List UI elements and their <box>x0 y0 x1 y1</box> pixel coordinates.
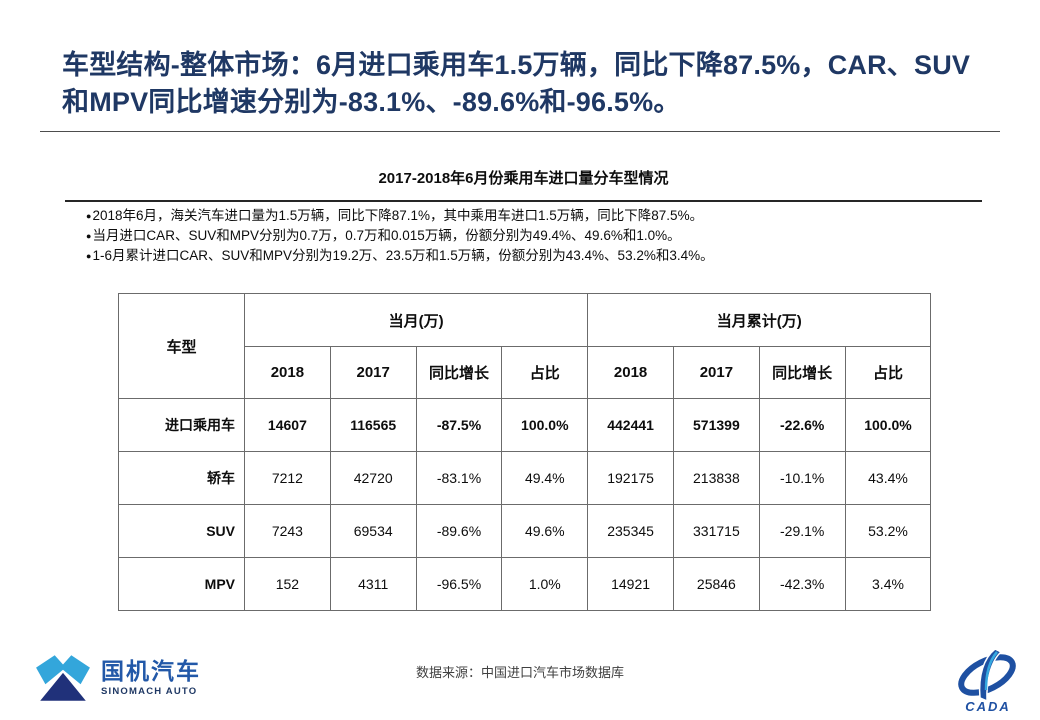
sinomach-logo-text: 国机汽车 SINOMACH AUTO <box>101 658 201 698</box>
column-header-2018: 2018 <box>587 346 674 399</box>
table-cell: 4311 <box>329 557 417 611</box>
bullet-text: 1-6月累计进口CAR、SUV和MPV分别为19.2万、23.5万和1.5万辆，… <box>92 248 714 263</box>
bullet-item: ●2018年6月，海关汽车进口量为1.5万辆，同比下降87.1%，其中乘用车进口… <box>86 206 966 226</box>
slide-title: 车型结构-整体市场：6月进口乘用车1.5万辆，同比下降87.5%，CAR、SUV… <box>62 47 1002 121</box>
table-cell: 42720 <box>329 451 417 505</box>
table-cell: 7243 <box>244 504 331 558</box>
table-cell: 100.0% <box>844 398 932 452</box>
bullet-icon: ● <box>86 251 92 261</box>
bullet-text: 2018年6月，海关汽车进口量为1.5万辆，同比下降87.1%，其中乘用车进口1… <box>92 208 704 223</box>
column-header-yoy: 同比增长 <box>415 346 503 399</box>
row-label: SUV <box>118 504 245 558</box>
row-label: 轿车 <box>118 451 245 505</box>
table-row-car: 轿车 7212 42720 -83.1% 49.4% 192175 213838… <box>118 451 932 505</box>
column-header-share: 占比 <box>844 346 932 399</box>
table-caption: 2017-2018年6月份乘用车进口量分车型情况 <box>378 170 669 187</box>
table-cell: 3.4% <box>844 557 932 611</box>
table-cell: 53.2% <box>844 504 932 558</box>
table-cell: 25846 <box>672 557 760 611</box>
import-volume-table: 车型 当月(万) 当月累计(万) 2018 2017 同比增长 占比 2018 … <box>118 293 932 611</box>
column-group-current-month: 当月(万) <box>243 293 589 347</box>
table-cell: 49.6% <box>501 504 589 558</box>
data-source-note: 数据来源：中国进口汽车市场数据库 <box>415 665 624 680</box>
table-cell: 213838 <box>672 451 760 505</box>
table-cell: 49.4% <box>501 451 589 505</box>
table-cell: 331715 <box>672 504 760 558</box>
table-cell: 14921 <box>587 557 674 611</box>
column-header-share: 占比 <box>501 346 589 399</box>
column-header-2017: 2017 <box>672 346 760 399</box>
table-cell: -42.3% <box>758 557 846 611</box>
table-cell: -22.6% <box>758 398 846 452</box>
table-cell: 1.0% <box>501 557 589 611</box>
table-cell: -87.5% <box>415 398 503 452</box>
cada-logo: CADA <box>948 648 1028 714</box>
bullet-item: ●1-6月累计进口CAR、SUV和MPV分别为19.2万、23.5万和1.5万辆… <box>86 246 966 266</box>
row-label: MPV <box>118 557 245 611</box>
table-cell: 235345 <box>587 504 674 558</box>
row-label: 进口乘用车 <box>118 398 245 452</box>
column-header-2018: 2018 <box>244 346 331 399</box>
table-cell: -96.5% <box>415 557 503 611</box>
table-cell: -89.6% <box>415 504 503 558</box>
sinomach-emblem-icon <box>36 655 90 701</box>
cada-wordmark: CADA <box>965 699 1011 714</box>
column-header-yoy: 同比增长 <box>758 346 846 399</box>
table-cell: 571399 <box>672 398 760 452</box>
table-row-total: 进口乘用车 14607 116565 -87.5% 100.0% 442441 … <box>118 398 932 452</box>
sinomach-subtitle: SINOMACH AUTO <box>101 686 198 697</box>
column-header-2017: 2017 <box>329 346 417 399</box>
slide-title-line2: 和MPV同比增速分别为-83.1%、-89.6%和-96.5%。 <box>62 87 681 117</box>
table-cell: -10.1% <box>758 451 846 505</box>
table-cell: 43.4% <box>844 451 932 505</box>
table-cell: 116565 <box>329 398 417 452</box>
table-cell: 69534 <box>329 504 417 558</box>
sinomach-name: 国机汽车 <box>101 658 201 684</box>
table-cell: 442441 <box>587 398 674 452</box>
cada-emblem-icon: CADA <box>958 648 1016 714</box>
table-cell: -29.1% <box>758 504 846 558</box>
table-cell: 7212 <box>244 451 331 505</box>
bullet-item: ●当月进口CAR、SUV和MPV分别为0.7万，0.7万和0.015万辆，份额分… <box>86 226 966 246</box>
summary-bullets: ●2018年6月，海关汽车进口量为1.5万辆，同比下降87.1%，其中乘用车进口… <box>86 206 966 266</box>
table-row-mpv: MPV 152 4311 -96.5% 1.0% 14921 25846 -42… <box>118 557 932 611</box>
table-cell: 100.0% <box>501 398 589 452</box>
table-cell: 192175 <box>587 451 674 505</box>
bullet-icon: ● <box>86 211 92 221</box>
slide-title-line1: 车型结构-整体市场：6月进口乘用车1.5万辆，同比下降87.5%，CAR、SUV <box>62 50 971 80</box>
title-divider <box>40 131 1000 132</box>
table-cell: -83.1% <box>415 451 503 505</box>
bullet-text: 当月进口CAR、SUV和MPV分别为0.7万，0.7万和0.015万辆，份额分别… <box>92 228 681 243</box>
table-cell: 152 <box>244 557 331 611</box>
column-header-vehicle-type: 车型 <box>118 293 245 399</box>
bullet-icon: ● <box>86 231 92 241</box>
caption-divider <box>65 200 982 202</box>
table-row-suv: SUV 7243 69534 -89.6% 49.6% 235345 33171… <box>118 504 932 558</box>
sinomach-logo: 国机汽车 SINOMACH AUTO <box>34 653 201 703</box>
table-cell: 14607 <box>244 398 331 452</box>
column-group-cumulative: 当月累计(万) <box>587 293 932 347</box>
